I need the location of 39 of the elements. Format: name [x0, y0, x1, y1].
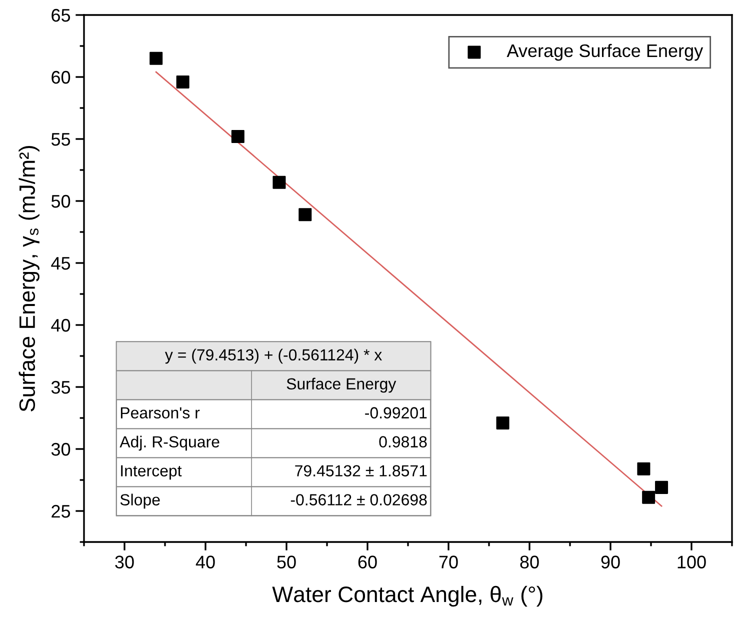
y-tick-label: 25	[52, 504, 70, 518]
point	[150, 52, 163, 65]
annotation: Intercept	[121, 465, 182, 480]
annotation: Pearson's r	[120, 407, 200, 418]
y-tick-label: 40	[51, 318, 70, 332]
x-tick-label: 50	[277, 556, 296, 568]
x-tick-label: 70	[439, 556, 458, 568]
y-tick-label: 30	[51, 442, 70, 456]
annotation: -0.56112 ± 0.02698	[290, 494, 427, 506]
point	[496, 416, 510, 430]
annotation: Slope	[120, 494, 160, 509]
annotation: 0.9818	[379, 436, 427, 448]
x-tick-label: 100	[678, 556, 706, 568]
y-tick-label: 55	[51, 133, 70, 146]
point	[642, 490, 656, 504]
point	[637, 462, 650, 476]
annotation: 79.45132 ± 1.8571	[295, 465, 427, 476]
annotation: Adj. R-Square	[120, 436, 220, 451]
point	[655, 480, 668, 494]
y-tick-label: 45	[51, 257, 70, 270]
x-tick-label: 30	[115, 556, 134, 568]
y-tick-label: 35	[51, 380, 70, 394]
y-tick-label: 65	[52, 8, 70, 22]
legend-label: Average Surface Energy	[506, 44, 704, 61]
x-tick-label: 60	[358, 556, 377, 568]
annotation: -0.99201	[365, 407, 427, 418]
annotation: Surface Energy	[286, 378, 396, 393]
y-tick-label: 60	[52, 70, 70, 84]
y-tick-label: 50	[51, 194, 70, 208]
point	[298, 208, 312, 222]
annotation: y = (79.4513) + (-0.561124) * x	[164, 348, 382, 364]
x-axis-title: Water Contact Angle, θ$_{w}$ (°)	[272, 586, 542, 607]
point	[176, 75, 190, 88]
x-tick-label: 80	[520, 556, 539, 568]
y-axis-title: Surface Energy, γ$_{s}$ (mJ/m²)	[18, 146, 40, 412]
point	[272, 176, 286, 189]
x-tick-label: 90	[601, 556, 620, 568]
x-tick-label: 40	[196, 556, 215, 568]
point	[231, 130, 244, 144]
